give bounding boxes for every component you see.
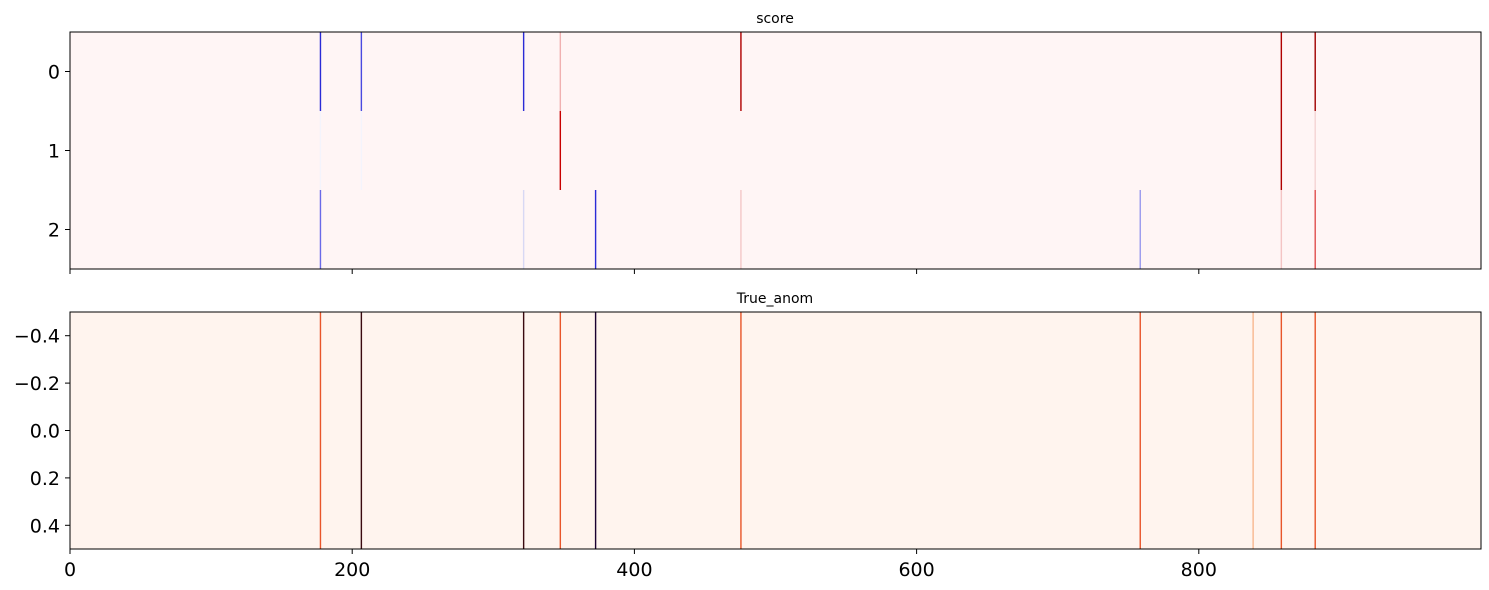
true-anom-cell-x372 [594,312,597,549]
true-anom-heatmap-cells [319,312,1316,549]
true-anom-cell-x177 [319,312,322,549]
score-cell-row2-x858 [1280,190,1283,269]
score-cell-row0-x206 [360,32,363,111]
score-cell-row1-x347 [559,111,562,190]
score-x-axis [69,269,1200,274]
score-ytick-label: 0 [48,62,60,84]
score-cell-row1-x206 [360,111,363,190]
score-cell-row2-x177 [319,190,322,269]
true-anom-ytick-label: −0.4 [14,326,60,348]
score-cell-row2-x882 [1314,190,1316,269]
true-anom-cell-x347 [559,312,562,549]
true-anom-heatmap-background [70,312,1481,549]
true-anom-xtick-label: 600 [898,559,934,581]
score-cell-row1-x177 [319,111,322,190]
score-cell-row0-x177 [319,32,322,111]
true-anom-y-axis: −0.4 −0.2 0.0 0.2 0.4 [14,326,70,537]
score-cell-row0-x882 [1314,32,1316,111]
score-heatmap-cells [319,32,1316,269]
score-heatmap-panel: score 0 1 2 [48,11,1482,274]
true-anom-cell-x321 [522,312,525,549]
score-cell-row2-x758 [1139,190,1141,269]
score-ytick-label: 1 [48,141,60,163]
true-anom-ytick-label: 0.0 [30,421,60,443]
score-cell-row0-x475 [740,32,742,111]
true-anom-ytick-label: −0.2 [14,373,60,395]
score-cell-row0-x347 [559,32,562,111]
true-anom-xtick-label: 0 [64,559,76,581]
true-anom-cell-x758 [1139,312,1141,549]
score-y-axis: 0 1 2 [48,62,70,242]
score-cell-row1-x858 [1280,111,1283,190]
true-anom-cell-x475 [740,312,742,549]
true-anom-ytick-label: 0.4 [30,515,60,537]
score-cell-row2-x372 [594,190,597,269]
score-ytick-label: 2 [48,220,60,242]
score-cell-row2-x321 [522,190,525,269]
score-cell-row0-x321 [522,32,525,111]
true-anom-xtick-label: 800 [1181,559,1217,581]
score-heatmap-background [70,32,1481,269]
true-anom-cell-x838 [1252,312,1254,549]
true-anom-cell-x882 [1314,312,1316,549]
true-anom-xtick-label: 400 [616,559,652,581]
true-anom-chart-title: True_anom [736,291,813,307]
true-anom-heatmap-panel: True_anom −0.4 −0.2 0.0 0.2 0.4 0 200 400 600 80… [14,291,1482,581]
score-cell-row0-x858 [1280,32,1283,111]
true-anom-cell-x858 [1280,312,1283,549]
score-chart-title: score [756,11,794,27]
score-cell-row2-x475 [740,190,742,269]
true-anom-x-axis: 0 200 400 600 800 [64,549,1217,581]
score-cell-row1-x882 [1314,111,1316,190]
true-anom-ytick-label: 0.2 [30,468,60,490]
true-anom-xtick-label: 200 [334,559,370,581]
true-anom-cell-x206 [360,312,363,549]
